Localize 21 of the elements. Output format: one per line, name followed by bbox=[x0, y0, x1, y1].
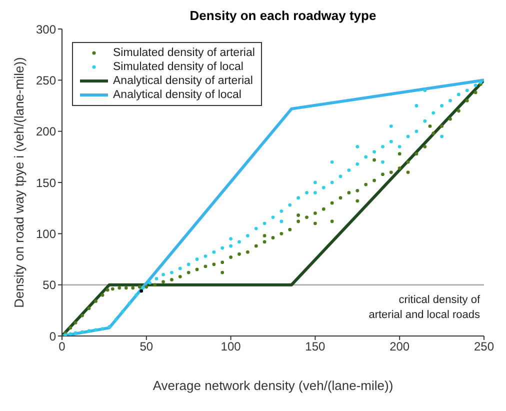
y-tick-label: 150 bbox=[36, 176, 56, 190]
x-tick-label: 100 bbox=[220, 340, 242, 354]
x-tick-label: 150 bbox=[305, 340, 326, 354]
x-axis-title: Average network density (veh/(lane-mile)) bbox=[152, 378, 394, 393]
y-axis-title: Density on road way tpye i (veh/(lane-mile)) bbox=[11, 57, 26, 308]
y-tick-label: 300 bbox=[36, 22, 56, 36]
legend-label: Simulated density of local bbox=[113, 60, 244, 74]
y-tick-label: 100 bbox=[36, 226, 56, 241]
chart-title: Density on each roadway type bbox=[188, 8, 378, 23]
legend-label: Analytical density of arterial bbox=[113, 74, 253, 88]
y-tick-label: 250 bbox=[36, 73, 56, 88]
legend-label: Analytical density of local bbox=[113, 88, 242, 102]
y-tick-label: 0 bbox=[49, 329, 56, 344]
ref-line-label: critical density of arterial and local roads bbox=[368, 294, 481, 321]
x-tick-label: 50 bbox=[140, 340, 154, 354]
x-tick-label: 0 bbox=[58, 340, 66, 354]
legend-label: Simulated density of arterial bbox=[113, 46, 255, 60]
y-tick-label: 50 bbox=[42, 278, 56, 292]
y-tick-label: 200 bbox=[36, 124, 56, 139]
x-tick-label: 200 bbox=[390, 340, 410, 354]
x-tick-label: 250 bbox=[474, 340, 494, 354]
